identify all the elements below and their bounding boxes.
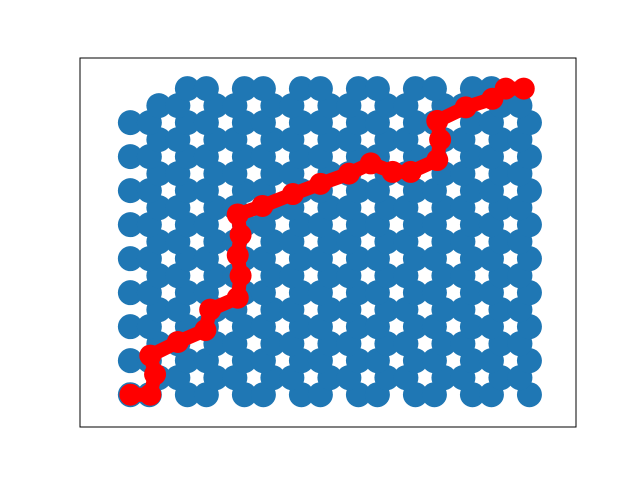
path-point xyxy=(119,383,142,406)
path-point xyxy=(281,183,304,206)
path-point xyxy=(139,383,162,406)
path-point xyxy=(426,149,449,172)
path-point xyxy=(226,286,249,309)
lattice-point xyxy=(402,76,428,102)
path-point xyxy=(359,152,382,175)
path-point xyxy=(226,244,249,267)
lattice-point xyxy=(364,76,390,102)
path-point xyxy=(381,160,404,183)
lattice-point xyxy=(250,76,276,102)
axes-frame xyxy=(79,57,577,428)
lattice-point xyxy=(507,93,533,119)
path-point xyxy=(426,109,449,132)
lattice-point xyxy=(117,212,143,238)
path-point xyxy=(309,172,332,195)
path-point xyxy=(166,330,189,353)
lattice-point xyxy=(288,76,314,102)
path-point xyxy=(512,77,535,100)
lattice-point xyxy=(459,76,485,102)
lattice-point xyxy=(117,314,143,340)
path-point xyxy=(199,298,222,321)
path-point xyxy=(399,160,422,183)
lattice-point xyxy=(117,178,143,204)
lattice-point xyxy=(193,76,219,102)
lattice-point xyxy=(117,348,143,374)
path-point xyxy=(144,363,167,386)
lattice-point xyxy=(307,76,333,102)
path-point xyxy=(226,203,249,226)
lattice-point xyxy=(117,110,143,136)
lattice-point xyxy=(117,144,143,170)
path-point xyxy=(251,194,274,217)
path-point xyxy=(454,96,477,119)
path-point xyxy=(229,223,252,246)
lattice-point xyxy=(117,246,143,272)
path-point xyxy=(229,264,252,287)
lattice-point xyxy=(146,93,172,119)
path-point xyxy=(139,344,162,367)
lattice-point xyxy=(231,76,257,102)
lattice-point xyxy=(174,76,200,102)
path-point xyxy=(429,128,452,151)
path-point xyxy=(494,77,517,100)
path-point xyxy=(337,162,360,185)
lattice-point xyxy=(345,76,371,102)
lattice-point xyxy=(117,280,143,306)
plot-area xyxy=(117,76,542,408)
lattice-point xyxy=(421,76,447,102)
path-point xyxy=(194,319,217,342)
